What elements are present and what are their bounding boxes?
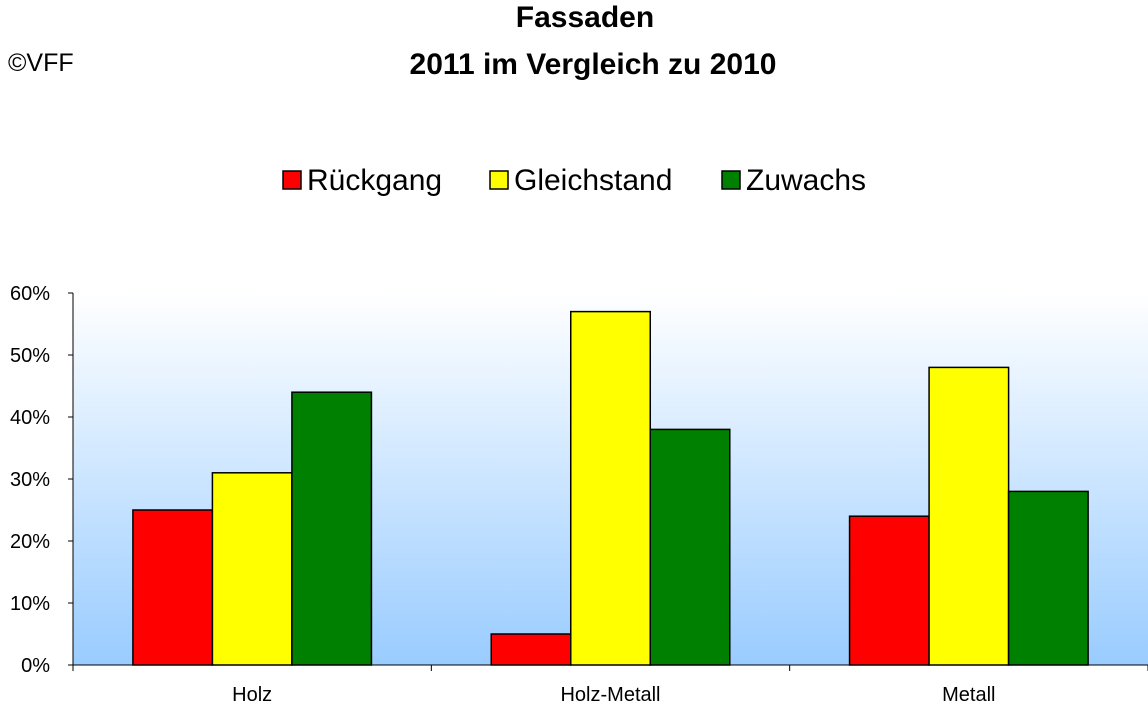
legend-label-rueckgang: Rückgang xyxy=(307,164,442,197)
bar-zuwachs-holz-metall xyxy=(649,428,731,666)
x-category-label: Metall xyxy=(942,684,995,706)
y-tick-label: 10% xyxy=(10,593,50,615)
bar-rueckgang-holz-metall xyxy=(490,633,572,666)
x-axis-ticks xyxy=(72,665,1148,671)
y-tick-label: 30% xyxy=(10,469,50,491)
legend-item-rueckgang: Rückgang xyxy=(282,164,442,197)
bar-gleichstand-holz xyxy=(211,472,293,666)
bar-zuwachs-holz xyxy=(291,391,373,666)
bar-gleichstand-metall xyxy=(928,366,1010,666)
legend-swatch-rueckgang xyxy=(282,170,302,190)
legend: Rückgang Gleichstand Zuwachs xyxy=(282,164,866,197)
bar-gleichstand-holz-metall xyxy=(569,310,652,666)
copyright-label: ©VFF xyxy=(8,49,74,77)
y-axis-ticks: 0% 10% 20% 30% 40% 50% 60% xyxy=(10,283,73,677)
legend-item-zuwachs: Zuwachs xyxy=(721,164,866,197)
y-tick-label: 20% xyxy=(10,531,50,553)
bar-rueckgang-holz xyxy=(132,509,214,666)
x-axis-labels: Holz Holz-Metall Metall xyxy=(232,684,995,706)
bar-zuwachs-metall xyxy=(1007,490,1089,666)
bar-rueckgang-metall xyxy=(848,515,930,666)
y-tick-label: 40% xyxy=(10,407,50,429)
y-tick-label: 50% xyxy=(10,345,50,367)
legend-swatch-gleichstand xyxy=(489,170,509,190)
legend-label-gleichstand: Gleichstand xyxy=(514,164,672,197)
y-tick-label: 60% xyxy=(10,283,50,305)
legend-label-zuwachs: Zuwachs xyxy=(746,164,866,197)
chart-title-line-1: Fassaden xyxy=(516,1,654,34)
x-category-label: Holz xyxy=(232,684,272,706)
y-tick-label: 0% xyxy=(21,655,50,677)
x-category-label: Holz-Metall xyxy=(560,684,660,706)
legend-swatch-zuwachs xyxy=(721,170,741,190)
legend-item-gleichstand: Gleichstand xyxy=(489,164,672,197)
chart-title-line-2: 2011 im Vergleich zu 2010 xyxy=(410,48,777,81)
